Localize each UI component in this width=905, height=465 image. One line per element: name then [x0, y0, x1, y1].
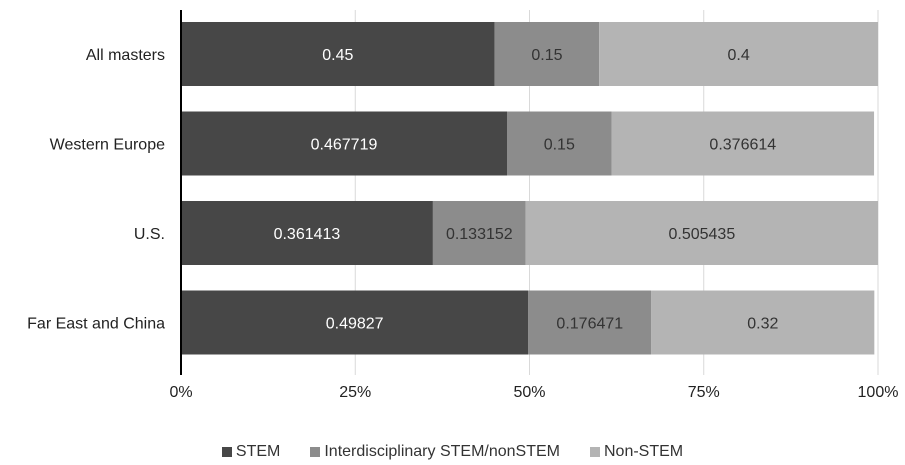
bar-segment — [432, 201, 526, 265]
category-label: Western Europe — [50, 137, 165, 154]
x-tick-label: 25% — [339, 384, 371, 401]
data-label: 0.376614 — [709, 137, 776, 154]
x-tick-label: 100% — [858, 384, 899, 401]
data-label: 0.505435 — [668, 226, 735, 243]
legend-swatch-stem — [221, 447, 232, 457]
bar-segment — [611, 111, 875, 176]
bar-segment — [528, 290, 652, 355]
data-label: 0.45 — [322, 47, 353, 64]
x-tick-label: 75% — [688, 384, 720, 401]
category-label: All masters — [86, 47, 165, 64]
legend-item-non-stem: Non-STEM — [589, 443, 684, 461]
legend-swatch-interdisciplinary — [310, 447, 321, 457]
legend-item-interdisciplinary: Interdisciplinary STEM/nonSTEM — [310, 443, 560, 461]
bar-segment — [181, 111, 508, 176]
data-label: 0.4 — [727, 47, 749, 64]
data-label: 0.49827 — [326, 316, 384, 333]
bar-segment — [651, 290, 875, 355]
bar-segment — [599, 22, 878, 86]
legend-label-interdisciplinary: Interdisciplinary STEM/nonSTEM — [324, 443, 560, 460]
data-label: 0.176471 — [556, 316, 623, 333]
data-label: 0.15 — [531, 47, 562, 64]
bar-segment — [494, 22, 600, 86]
chart-legend: STEM Interdisciplinary STEM/nonSTEM Non-… — [0, 440, 905, 464]
legend-item-stem: STEM — [221, 443, 281, 461]
category-label: Far East and China — [27, 316, 165, 333]
data-label: 0.361413 — [274, 226, 341, 243]
x-tick-label: 50% — [513, 384, 545, 401]
bar-segment — [181, 22, 495, 86]
legend-swatch-non-stem — [589, 447, 600, 457]
data-label: 0.133152 — [446, 226, 513, 243]
bar-segment — [507, 111, 612, 176]
legend-label-non-stem: Non-STEM — [603, 443, 684, 460]
legend-label-stem: STEM — [235, 443, 281, 460]
stacked-bar-chart: 0.45 0.15 0.4 All masters 0.467719 0.15 0.3766… — [27, 10, 899, 401]
data-label: 0.15 — [544, 137, 575, 154]
data-label: 0.467719 — [311, 137, 378, 154]
bar-segment — [181, 290, 529, 355]
bar-segment — [181, 201, 433, 265]
category-label: U.S. — [134, 226, 165, 243]
bar-segment — [525, 201, 878, 265]
data-label: 0.32 — [747, 316, 778, 333]
x-tick-label: 0% — [169, 384, 192, 401]
